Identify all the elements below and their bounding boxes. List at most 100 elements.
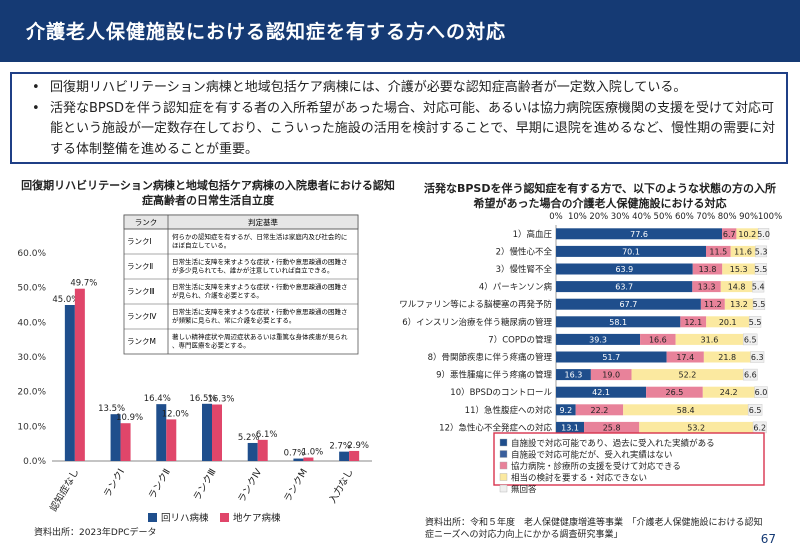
category-label: 12）急性心不全発症への対応 [439, 422, 552, 433]
x-tick-label: 90% [739, 212, 758, 222]
x-category-label: ランクⅢ [192, 467, 219, 503]
summary-bullet: 回復期リハビリテーション病棟と地域包括ケア病棟には、介護が必要な認知症高齢者が一… [30, 78, 776, 99]
bar-value-label: 16.3% [207, 394, 234, 404]
right-stacked-bar-chart: 0% 10% 20% 30% 40% 50% 60% 70% 80% 90% 100% 1）高血圧 77… [400, 212, 782, 495]
stack-segment [754, 263, 768, 275]
stack-segment [730, 245, 756, 257]
category-label: 8）骨関節疾患に伴う疼痛の管理 [428, 352, 553, 363]
stack-segment [675, 333, 744, 345]
segment-value-label: 5.5 [755, 265, 768, 274]
stack-segment [556, 351, 667, 363]
rank-table-header: 判定基準 [248, 217, 278, 227]
y-tick-label: 50.0% [17, 284, 46, 294]
legend-swatch [499, 473, 508, 481]
y-tick-label: 20.0% [17, 388, 46, 398]
legend-label: 自施設で対応可能だが、受入れ実績はない [511, 450, 672, 461]
segment-value-label: 20.1 [719, 318, 737, 327]
segment-value-label: 21.8 [718, 353, 736, 362]
bar-value-label: 16.4% [144, 394, 171, 404]
rank-table-rank: ランクⅡ [127, 262, 153, 271]
bar-value-label: 2.7% [329, 442, 351, 452]
segment-value-label: 17.4 [676, 353, 694, 362]
x-tick-label: 60% [675, 212, 694, 222]
category-label: 1）高血圧 [513, 229, 553, 240]
stack-segment [639, 421, 754, 433]
bar-chiiki [212, 404, 222, 461]
legend-swatch [499, 450, 508, 458]
segment-value-label: 6.2 [753, 423, 766, 432]
bar-chiiki [74, 288, 85, 461]
segment-value-label: 39.3 [589, 335, 607, 344]
bar-kaiyoreha [293, 458, 304, 461]
left-source-note: 資料出所：2023年DPCデータ [34, 528, 157, 538]
segment-value-label: 5.5 [753, 300, 766, 309]
segment-value-label: 5.4 [752, 283, 765, 292]
stack-segment [706, 316, 750, 328]
bar-chiiki [120, 423, 131, 461]
stack-segment [575, 404, 624, 416]
x-tick-label: 40% [632, 212, 651, 222]
bar-chiiki [303, 457, 314, 461]
stack-segment [556, 263, 693, 275]
x-tick-label: 80% [718, 212, 737, 222]
summary-box: 回復期リハビリテーション病棟と地域包括ケア病棟には、介護が必要な認知症高齢者が一… [10, 72, 788, 164]
segment-value-label: 70.1 [622, 247, 640, 256]
category-label: 6）インスリン治療を伴う糖尿病の管理 [402, 317, 552, 328]
x-category-label: ランクM [282, 467, 310, 504]
category-label: 2）慢性心不全 [496, 246, 553, 257]
x-category-label: 認知症なし [47, 467, 81, 514]
stack-segment [590, 369, 632, 381]
segment-value-label: 26.5 [666, 388, 684, 397]
bar-value-label: 45.0% [52, 295, 79, 305]
summary-bullet: 活発なBPSDを伴う認知症を有する者の入所希望があった場合、対応可能、あるいは協… [30, 99, 776, 161]
x-tick-label: 70% [696, 212, 715, 222]
category-label: 5）ワルファリン等による脳梗塞の再発予防 [400, 299, 552, 310]
stack-segment [743, 333, 758, 346]
x-tick-label: 10% [568, 212, 587, 222]
segment-value-label: 52.2 [678, 371, 696, 380]
stack-segment [556, 298, 701, 310]
rank-table-desc: 日常生活に支障を来すような症状・行動や意思疎通の困難さが見られ、介護を必要とする… [172, 282, 348, 300]
stack-segment [702, 386, 755, 398]
header-bar: 介護老人保健施設における認知症を有する方への対応 [0, 0, 800, 62]
x-category-label: ランクⅡ [147, 467, 173, 501]
rank-table-desc: 著しい精神症状や周辺症状あるいは重篤な身体疾患が見られ、専門医療を必要とする。 [172, 332, 348, 350]
segment-value-label: 10.2 [738, 230, 756, 239]
bar-value-label: 12.0% [162, 409, 189, 419]
segment-value-label: 6.5 [744, 335, 757, 344]
rank-table-header-bg [123, 214, 359, 230]
legend-label: 協力病院・診療所の支援を受けて対応できる [511, 461, 681, 472]
segment-value-label: 11.5 [709, 247, 727, 256]
segment-value-label: 53.2 [687, 423, 705, 432]
segment-value-label: 15.3 [730, 265, 748, 274]
segment-value-label: 13.3 [698, 283, 716, 292]
stack-segment [556, 386, 647, 398]
bar-kaiyoreha [247, 442, 258, 461]
segment-value-label: 31.6 [701, 335, 719, 344]
stack-segment [556, 333, 641, 345]
page-title: 介護老人保健施設における認知症を有する方への対応 [26, 21, 507, 43]
segment-value-label: 16.6 [649, 335, 667, 344]
bar-value-label: 49.7% [70, 279, 97, 289]
stack-segment [724, 298, 754, 310]
stack-segment [556, 404, 576, 416]
y-tick-label: 0.0% [23, 457, 46, 467]
segment-value-label: 5.0 [757, 230, 770, 239]
stack-segment [646, 386, 703, 398]
rank-table-rank: ランクⅢ [127, 287, 155, 296]
stack-segment [700, 298, 725, 310]
legend-swatch [499, 461, 508, 470]
segment-value-label: 13.2 [730, 300, 748, 309]
stack-segment [584, 421, 640, 433]
segment-value-label: 5.5 [749, 318, 762, 327]
legend-label: 回リハ病棟 [161, 512, 209, 524]
bar-kaiyoreha [110, 414, 121, 461]
bar-chiiki [349, 450, 360, 461]
stack-segment [556, 228, 723, 240]
segment-value-label: 77.6 [630, 230, 648, 239]
segment-value-label: 12.1 [684, 318, 702, 327]
segment-value-label: 6.7 [723, 230, 736, 239]
legend-label: 相当の検討を要する・対応できない [511, 473, 647, 484]
stack-segment [680, 316, 707, 328]
